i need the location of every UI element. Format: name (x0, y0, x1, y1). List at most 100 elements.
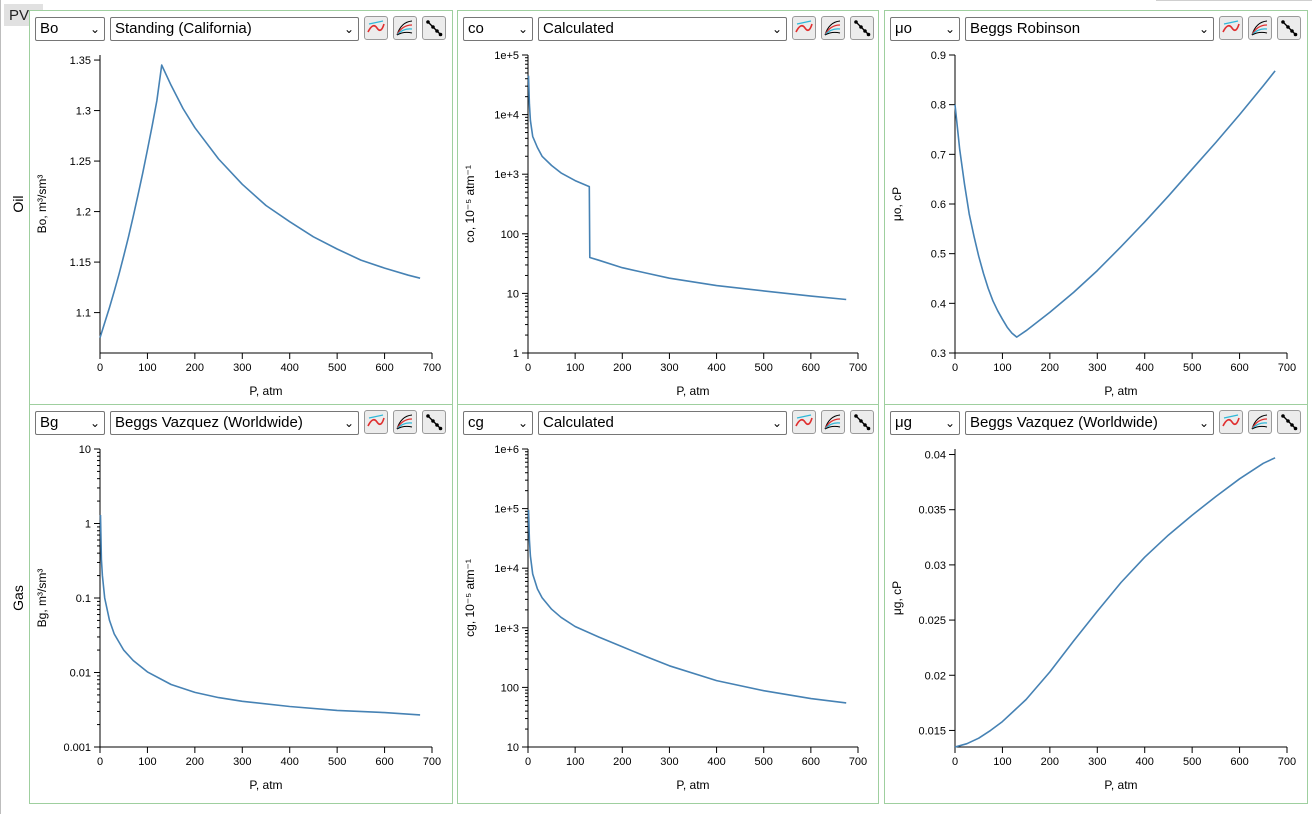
cg-param-select[interactable]: cg ⌄ (463, 411, 533, 435)
bo-data-points-button[interactable] (422, 16, 446, 40)
co-data-points-button[interactable] (850, 16, 874, 40)
y-tick-label: 1.25 (70, 156, 91, 168)
x-tick-label: 500 (755, 756, 773, 768)
y-tick-label: 0.035 (918, 505, 946, 517)
bg-param-select[interactable]: Bg ⌄ (35, 411, 105, 435)
bg-data-points-button[interactable] (422, 410, 446, 434)
bg-param-label: Bg (40, 414, 59, 431)
x-tick-label: 700 (423, 362, 441, 374)
chevron-down-icon: ⌄ (771, 416, 782, 430)
x-axis-label: P, atm (249, 384, 282, 398)
bo-param-select[interactable]: Bo ⌄ (35, 17, 105, 41)
series-line (527, 509, 847, 704)
mu-g-single-curve-button[interactable] (1219, 410, 1243, 434)
chart-panel-co: co ⌄ Calculated ⌄ 0 100 200 300 400 500 600 700 1 10 1… (457, 10, 879, 406)
x-tick-label: 700 (849, 362, 867, 374)
chevron-down-icon: ⌄ (771, 22, 782, 36)
mu-g-method-label: Beggs Vazquez (Worldwide) (970, 414, 1158, 431)
bo-method-label: Standing (California) (115, 20, 252, 37)
series-line (99, 64, 421, 339)
window-left-border (0, 0, 1, 814)
co-chart: 0 100 200 300 400 500 600 700 1 10 100 1e+3 1e+4 1e+5… (463, 50, 867, 398)
y-tick-label: 0.03 (925, 560, 946, 572)
y-tick-label: 1.3 (76, 106, 91, 118)
y-tick-label: 1 (513, 348, 519, 360)
mu-o-chart: 0 100 200 300 400 500 600 700 0.3 0.4 0.5 0.6 0.7 0.8… (890, 50, 1296, 398)
bo-multi-curve-button[interactable] (393, 16, 417, 40)
y-tick-label: 1e+5 (494, 50, 519, 62)
x-tick-label: 200 (186, 756, 204, 768)
chevron-down-icon: ⌄ (343, 22, 354, 36)
y-tick-label: 1.15 (70, 257, 91, 269)
x-axis-label: P, atm (1104, 384, 1137, 398)
x-axis-label: P, atm (676, 384, 709, 398)
x-tick-label: 600 (375, 756, 393, 768)
y-tick-label: 1e+3 (494, 623, 519, 635)
bg-multi-curve-button[interactable] (393, 410, 417, 434)
mu-o-param-select[interactable]: μo ⌄ (890, 17, 960, 41)
mu-o-multi-curve-button[interactable] (1248, 16, 1272, 40)
y-tick-label: 1e+4 (494, 110, 519, 122)
x-tick-label: 0 (97, 756, 103, 768)
y-axis-label: cg, 10⁻⁵ atm⁻¹ (463, 559, 477, 637)
y-tick-label: 1 (85, 519, 91, 531)
x-tick-label: 200 (613, 756, 631, 768)
mu-g-data-points-button[interactable] (1277, 410, 1301, 434)
co-method-select[interactable]: Calculated ⌄ (538, 17, 787, 41)
bg-chart: 0 100 200 300 400 500 600 700 0.001 0.01 0.1 1 10 P, … (35, 444, 441, 792)
y-tick-label: 0.4 (931, 298, 946, 310)
series-line (527, 75, 847, 301)
co-param-label: co (468, 20, 484, 37)
y-axis-label: Bo, m³/sm³ (35, 175, 49, 234)
x-tick-label: 300 (233, 756, 251, 768)
y-tick-label: 1e+6 (494, 444, 519, 456)
y-tick-label: 0.02 (925, 670, 946, 682)
x-tick-label: 300 (233, 362, 251, 374)
mu-g-multi-curve-button[interactable] (1248, 410, 1272, 434)
bo-single-curve-button[interactable] (364, 16, 388, 40)
y-tick-label: 0.025 (918, 615, 946, 627)
y-axis-label: co, 10⁻⁵ atm⁻¹ (463, 165, 477, 243)
x-tick-label: 100 (138, 756, 156, 768)
mu-o-data-points-button[interactable] (1277, 16, 1301, 40)
y-tick-label: 0.8 (931, 100, 946, 112)
mu-o-single-curve-button[interactable] (1219, 16, 1243, 40)
chevron-down-icon: ⌄ (517, 416, 528, 430)
cg-data-points-button[interactable] (850, 410, 874, 434)
row-label-gas: Gas (10, 585, 26, 611)
co-single-curve-button[interactable] (792, 16, 816, 40)
co-param-select[interactable]: co ⌄ (463, 17, 533, 41)
y-tick-label: 0.001 (63, 742, 91, 754)
bg-method-select[interactable]: Beggs Vazquez (Worldwide) ⌄ (110, 411, 359, 435)
chevron-down-icon: ⌄ (517, 22, 528, 36)
x-tick-label: 100 (993, 362, 1011, 374)
x-tick-label: 500 (755, 362, 773, 374)
y-tick-label: 0.3 (931, 348, 946, 360)
mu-g-method-select[interactable]: Beggs Vazquez (Worldwide) ⌄ (965, 411, 1214, 435)
x-axis-label: P, atm (249, 778, 282, 792)
x-tick-label: 600 (802, 756, 820, 768)
chevron-down-icon: ⌄ (1198, 22, 1209, 36)
bg-method-label: Beggs Vazquez (Worldwide) (115, 414, 303, 431)
mu-o-method-select[interactable]: Beggs Robinson ⌄ (965, 17, 1214, 41)
bg-single-curve-button[interactable] (364, 410, 388, 434)
mu-g-param-label: μg (895, 414, 912, 431)
cg-multi-curve-button[interactable] (821, 410, 845, 434)
cg-method-select[interactable]: Calculated ⌄ (538, 411, 787, 435)
x-tick-label: 200 (1041, 756, 1059, 768)
x-tick-label: 0 (525, 756, 531, 768)
y-tick-label: 0.9 (931, 50, 946, 62)
y-tick-label: 1.1 (76, 308, 91, 320)
cg-param-label: cg (468, 414, 484, 431)
x-tick-label: 100 (993, 756, 1011, 768)
bo-method-select[interactable]: Standing (California) ⌄ (110, 17, 359, 41)
x-tick-label: 100 (566, 362, 584, 374)
y-tick-label: 100 (501, 229, 519, 241)
mu-g-param-select[interactable]: μg ⌄ (890, 411, 960, 435)
chart-panel-mu-o: μo ⌄ Beggs Robinson ⌄ 0 100 200 300 400 500 600 700… (884, 10, 1308, 406)
x-tick-label: 500 (328, 362, 346, 374)
series-line (99, 514, 421, 716)
y-tick-label: 0.1 (76, 593, 91, 605)
cg-single-curve-button[interactable] (792, 410, 816, 434)
co-multi-curve-button[interactable] (821, 16, 845, 40)
